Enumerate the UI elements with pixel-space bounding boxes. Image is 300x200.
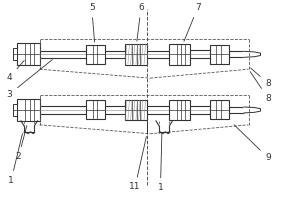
Text: 1: 1 <box>158 134 163 192</box>
Text: 6: 6 <box>137 3 144 41</box>
Text: 5: 5 <box>89 3 94 42</box>
Bar <box>210 45 229 64</box>
Bar <box>13 104 17 116</box>
Bar <box>17 99 40 121</box>
Bar <box>13 48 17 60</box>
Bar <box>17 43 40 65</box>
Polygon shape <box>244 51 260 57</box>
Text: 2: 2 <box>16 126 27 161</box>
Text: 8: 8 <box>250 72 271 103</box>
Bar <box>169 100 190 120</box>
Text: 9: 9 <box>234 125 271 162</box>
Bar <box>124 100 147 120</box>
Text: 7: 7 <box>184 3 201 41</box>
Bar <box>124 44 147 65</box>
Bar <box>86 100 105 119</box>
Text: 8: 8 <box>250 68 271 88</box>
Text: 11: 11 <box>129 136 146 191</box>
Bar <box>169 44 190 65</box>
Text: 4: 4 <box>7 60 24 82</box>
Text: 3: 3 <box>7 60 52 99</box>
Text: 1: 1 <box>8 133 22 185</box>
Bar <box>210 100 229 119</box>
Bar <box>86 45 105 64</box>
Polygon shape <box>244 107 260 113</box>
